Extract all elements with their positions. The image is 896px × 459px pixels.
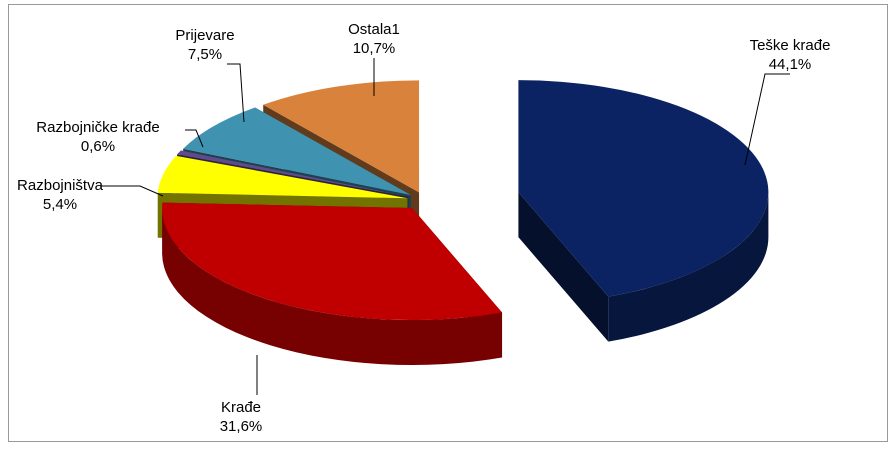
slice-top [518, 80, 769, 297]
value-label: 44,1% [769, 56, 812, 73]
leader-line [100, 185, 164, 197]
slice-top [263, 80, 420, 193]
slice [162, 202, 503, 366]
value-label: 31,6% [220, 418, 263, 435]
slice-top [177, 150, 409, 197]
slice-side [608, 192, 769, 342]
value-label: 7,5% [188, 46, 222, 63]
slice-top [157, 155, 408, 199]
category-label: Krađe [221, 399, 261, 416]
category-label: Prijevare [175, 27, 234, 44]
category-label: Razbojničke krađe [36, 119, 159, 136]
leader-line [227, 63, 245, 123]
value-label: 0,6% [81, 138, 115, 155]
slice-side [162, 208, 503, 366]
leader-line [744, 73, 790, 166]
slice-top [162, 202, 503, 321]
slice-wall [518, 192, 609, 342]
category-label: Ostala1 [348, 21, 400, 38]
leader-line [185, 129, 204, 148]
slice-top [183, 107, 411, 196]
value-label: 5,4% [43, 196, 77, 213]
category-label: Razbojništva [17, 177, 104, 194]
slice [518, 80, 769, 342]
value-label: 10,7% [353, 40, 396, 57]
category-label: Teške krađe [750, 37, 831, 54]
